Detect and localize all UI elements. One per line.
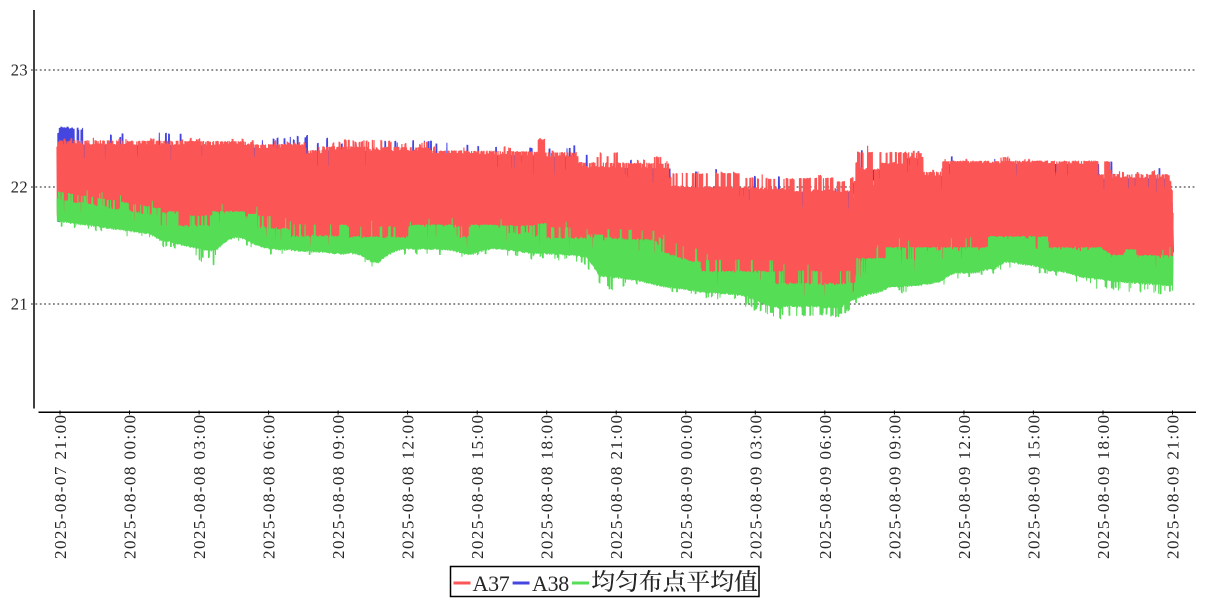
svg-text:2025-08-08 09:00: 2025-08-08 09:00 xyxy=(329,414,348,560)
svg-text:2025-08-09 21:00: 2025-08-09 21:00 xyxy=(1164,414,1183,560)
svg-text:2025-08-08 18:00: 2025-08-08 18:00 xyxy=(538,414,557,560)
svg-text:2025-08-08 15:00: 2025-08-08 15:00 xyxy=(468,414,487,560)
svg-text:2025-08-09 03:00: 2025-08-09 03:00 xyxy=(746,414,765,560)
svg-text:2025-08-09 09:00: 2025-08-09 09:00 xyxy=(885,414,904,560)
svg-text:2025-08-08 03:00: 2025-08-08 03:00 xyxy=(190,414,209,560)
svg-text:A38: A38 xyxy=(532,571,569,596)
svg-text:2025-08-09 18:00: 2025-08-09 18:00 xyxy=(1094,414,1113,560)
svg-text:2025-08-07 21:00: 2025-08-07 21:00 xyxy=(51,414,70,560)
svg-text:2025-08-09 15:00: 2025-08-09 15:00 xyxy=(1024,414,1043,560)
svg-text:2025-08-09 00:00: 2025-08-09 00:00 xyxy=(677,414,696,560)
svg-text:2025-08-08 21:00: 2025-08-08 21:00 xyxy=(607,414,626,560)
svg-text:2025-08-09 12:00: 2025-08-09 12:00 xyxy=(955,414,974,560)
svg-text:22: 22 xyxy=(11,178,28,197)
svg-text:2025-08-08 12:00: 2025-08-08 12:00 xyxy=(399,413,418,559)
svg-text:2025-08-09 06:00: 2025-08-09 06:00 xyxy=(816,414,835,560)
svg-text:A37: A37 xyxy=(473,571,510,596)
svg-text:23: 23 xyxy=(11,61,28,80)
svg-text:2025-08-08 06:00: 2025-08-08 06:00 xyxy=(260,414,279,560)
svg-text:21: 21 xyxy=(11,295,28,314)
svg-text:2025-08-08 00:00: 2025-08-08 00:00 xyxy=(121,414,140,560)
